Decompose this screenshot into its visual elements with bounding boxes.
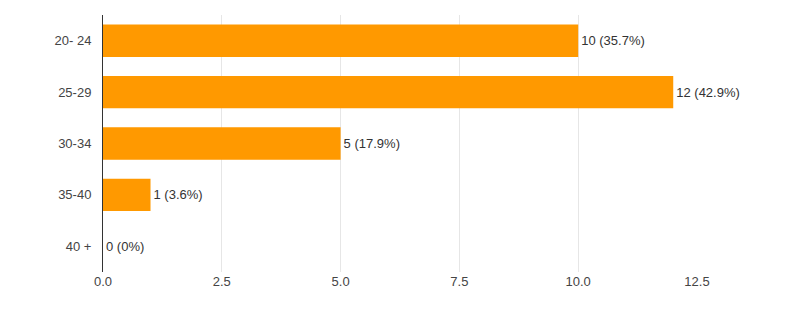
- svg-text:12 (42.9%): 12 (42.9%): [676, 85, 740, 100]
- svg-text:25-29: 25-29: [58, 85, 91, 100]
- svg-text:10 (35.7%): 10 (35.7%): [581, 33, 645, 48]
- svg-text:40 +: 40 +: [66, 239, 92, 254]
- svg-text:20- 24: 20- 24: [55, 33, 92, 48]
- svg-text:0.0: 0.0: [94, 274, 112, 289]
- svg-text:5.0: 5.0: [332, 274, 350, 289]
- svg-text:1 (3.6%): 1 (3.6%): [154, 187, 203, 202]
- svg-text:0 (0%): 0 (0%): [106, 239, 144, 254]
- svg-text:30-34: 30-34: [58, 136, 91, 151]
- svg-text:7.5: 7.5: [450, 274, 468, 289]
- svg-text:10.0: 10.0: [566, 274, 591, 289]
- svg-text:5 (17.9%): 5 (17.9%): [344, 136, 400, 151]
- svg-text:2.5: 2.5: [213, 274, 231, 289]
- svg-text:35-40: 35-40: [58, 187, 91, 202]
- svg-text:12.5: 12.5: [684, 274, 709, 289]
